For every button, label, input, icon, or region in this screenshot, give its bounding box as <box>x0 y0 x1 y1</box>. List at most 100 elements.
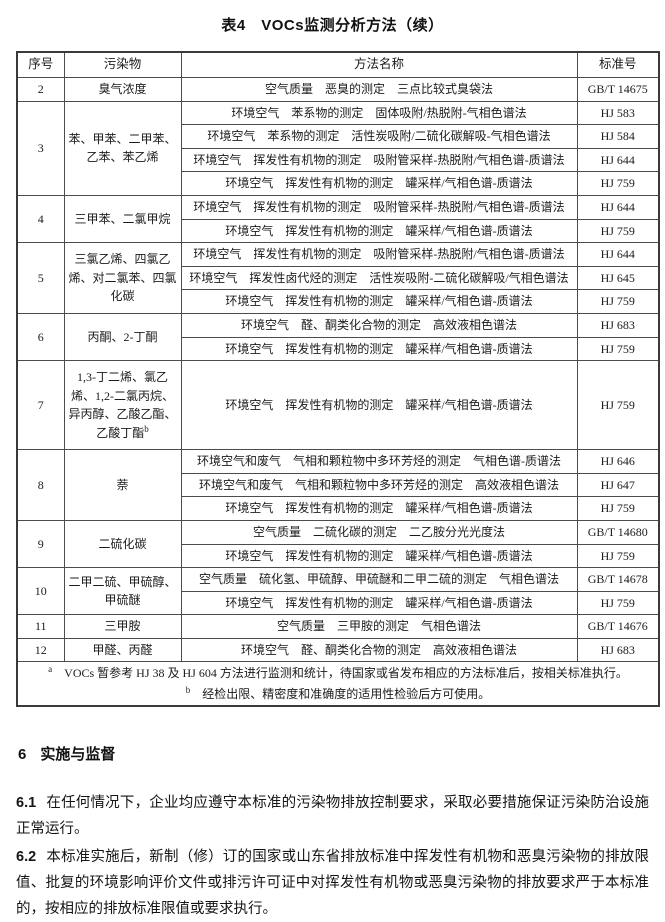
method-name-cell: 环境空气 挥发性有机物的测定 罐采样/气相色谱-质谱法 <box>180 543 578 569</box>
standard-no-cell: HJ 647 <box>576 472 660 498</box>
table-row: 5 三氯乙烯、四氯乙烯、对二氯苯、四氯化碳 环境空气 挥发性有机物的测定 吸附管采样… <box>16 242 660 314</box>
section-heading: 6 实施与监督 <box>18 743 665 764</box>
clause-6-2-text: 本标准实施后，新制（修）订的国家或山东省排放标准中挥发性有机物和恶臭污染物的排放… <box>16 849 649 918</box>
footnote-b-text: 经检出限、精密度和准确度的适用性检验后方可使用。 <box>202 687 491 702</box>
row-seq-no-cell: 2 <box>16 77 65 102</box>
table-row: 环境空气 挥发性有机物的测定 罐采样/气相色谱-质谱法 HJ 759 <box>17 171 660 196</box>
pollutant-cell: 三氯乙烯、四氯乙烯、对二氯苯、四氯化碳 <box>63 242 182 314</box>
table-row: 11 三甲胺 空气质量 三甲胺的测定 气相色谱法 GB/T 14676 <box>16 614 660 639</box>
pollutant-cell: 苯、甲苯、二甲苯、乙苯、苯乙烯 <box>63 100 182 196</box>
method-name-cell: 环境空气和废气 气相和颗粒物中多环芳烃的测定 气相色谱-质谱法 <box>180 449 578 474</box>
table-row: 环境空气 挥发性有机物的测定 罐采样/气相色谱-质谱法 HJ 759 <box>17 496 660 521</box>
table-footnotes: a VOCs 暂参考 HJ 38 及 HJ 604 方法进行监测和统计，待国家或… <box>16 661 660 707</box>
table-row: 7 1,3-丁二烯、氯乙烯、1,2-二氯丙烷、异丙醇、乙酸乙酯、乙酸丁酯b 环境空气… <box>16 360 660 451</box>
header-pollutant: 污染物 <box>63 51 182 78</box>
table-row: 环境空气 苯系物的测定 活性炭吸附/二硫化碳解吸-气相色谱法 HJ 584 <box>17 124 660 149</box>
method-name-cell: 环境空气 挥发性有机物的测定 罐采样/气相色谱-质谱法 <box>180 171 578 196</box>
footnote-a-text: VOCs 暂参考 HJ 38 及 HJ 604 方法进行监测和统计，待国家或省发… <box>64 666 628 681</box>
standard-no-cell: HJ 759 <box>576 360 660 451</box>
method-name-cell: 环境空气 挥发性有机物的测定 吸附管采样-热脱附/气相色谱-质谱法 <box>180 147 578 173</box>
method-name-cell: 环境空气 挥发性有机物的测定 罐采样/气相色谱-质谱法 <box>180 289 578 314</box>
footnote-row: a VOCs 暂参考 HJ 38 及 HJ 604 方法进行监测和统计，待国家或… <box>16 661 660 707</box>
pollutant-cell: 臭气浓度 <box>63 77 182 102</box>
pollutant-footnote-marker: b <box>144 423 149 434</box>
method-name-cell: 环境空气 醛、酮类化合物的测定 高效液相色谱法 <box>180 637 578 663</box>
table-header-row: 序号 污染物 方法名称 标准号 <box>16 51 660 78</box>
table-header: 序号 污染物 方法名称 标准号 <box>16 51 660 78</box>
pollutant-cell: 三甲胺 <box>63 614 182 639</box>
table-row: 9 二硫化碳 空气质量 二硫化碳的测定 二乙胺分光光度法 GB/T 14680 <box>16 519 660 569</box>
method-name-cell: 环境空气 挥发性有机物的测定 罐采样/气相色谱-质谱法 <box>180 218 578 244</box>
method-name-cell: 空气质量 硫化氢、甲硫醇、甲硫醚和二甲二硫的测定 气相色谱法 <box>180 567 578 592</box>
table-title: 表4 VOCs监测分析方法（续） <box>221 17 444 34</box>
table-row: 2 臭气浓度 空气质量 恶臭的测定 三点比较式臭袋法 GB/T 14675 <box>16 77 660 102</box>
method-name-cell: 空气质量 恶臭的测定 三点比较式臭袋法 <box>180 77 578 102</box>
method-name-cell: 环境空气 醛、酮类化合物的测定 高效液相色谱法 <box>180 312 578 338</box>
row-seq-no-cell: 5 <box>16 242 65 314</box>
standard-no-cell: GB/T 14678 <box>576 567 660 592</box>
row-seq-no-cell: 8 <box>16 449 65 521</box>
table-row: 4 三甲苯、二氯甲烷 环境空气 挥发性有机物的测定 吸附管采样-热脱附/气相色谱-质… <box>16 194 660 244</box>
standard-no-cell: HJ 644 <box>576 147 660 173</box>
row-seq-no-cell: 9 <box>16 519 65 569</box>
section-number: 6 <box>18 746 27 764</box>
clause-6-2-number: 6.2 <box>16 849 37 866</box>
pollutant-cell: 丙酮、2-丁酮 <box>63 312 182 362</box>
row-seq-no-cell: 3 <box>16 100 65 196</box>
standard-no-cell: HJ 683 <box>576 637 660 663</box>
standard-no-cell: HJ 759 <box>576 543 660 569</box>
header-standard-no: 标准号 <box>576 51 660 78</box>
method-name-cell: 环境空气 挥发性有机物的测定 吸附管采样-热脱附/气相色谱-质谱法 <box>180 242 578 267</box>
pollutant-cell: 萘 <box>63 449 182 521</box>
table-row: 3 苯、甲苯、二甲苯、乙苯、苯乙烯 环境空气 苯系物的测定 固体吸附/热脱附-气相色… <box>16 100 660 196</box>
pollutant-cell: 二硫化碳 <box>63 519 182 569</box>
table-row: 环境空气 挥发性卤代烃的测定 活性炭吸附-二硫化碳解吸/气相色谱法 HJ 645 <box>17 265 660 291</box>
standard-no-cell: HJ 759 <box>576 171 660 196</box>
table-row: 12 甲醛、丙醛 环境空气 醛、酮类化合物的测定 高效液相色谱法 HJ 683 <box>16 637 660 663</box>
clause-6-2: 6.2 本标准实施后，新制（修）订的国家或山东省排放标准中挥发性有机物和恶臭污染物… <box>16 844 649 922</box>
footnote-cell: a VOCs 暂参考 HJ 38 及 HJ 604 方法进行监测和统计，待国家或… <box>16 661 660 707</box>
standard-no-cell: HJ 644 <box>576 242 660 267</box>
row-seq-no-cell: 11 <box>16 614 65 639</box>
pollutant-cell: 三甲苯、二氯甲烷 <box>63 194 182 244</box>
footnote-a: a VOCs 暂参考 HJ 38 及 HJ 604 方法进行监测和统计，待国家或… <box>22 664 654 682</box>
header-seq-no: 序号 <box>16 51 65 78</box>
standard-no-cell: GB/T 14676 <box>576 614 660 639</box>
vocs-methods-table: 序号 污染物 方法名称 标准号 2 臭气浓度 空气质量 恶臭的测定 三点比较式臭袋法… <box>16 51 660 708</box>
pollutant-cell: 二甲二硫、甲硫醇、甲硫醚 <box>63 567 182 616</box>
row-seq-no-cell: 4 <box>16 194 65 244</box>
header-method-name: 方法名称 <box>180 51 578 78</box>
method-name-cell: 环境空气 挥发性有机物的测定 罐采样/气相色谱-质谱法 <box>180 496 578 521</box>
table-row: 环境空气 挥发性有机物的测定 罐采样/气相色谱-质谱法 HJ 759 <box>17 289 660 314</box>
table-row: 8 萘环境空气和废气 气相和颗粒物中多环芳烃的测定 气相色谱-质谱法 HJ 646 <box>16 449 660 521</box>
method-name-cell: 环境空气 挥发性有机物的测定 罐采样/气相色谱-质谱法 <box>180 590 578 616</box>
method-name-cell: 环境空气 挥发性卤代烃的测定 活性炭吸附-二硫化碳解吸/气相色谱法 <box>180 265 578 291</box>
standard-no-cell: HJ 759 <box>576 289 660 314</box>
footnote-b-marker: b <box>185 685 191 696</box>
standard-no-cell: HJ 583 <box>576 100 660 126</box>
standard-no-cell: HJ 584 <box>576 124 660 149</box>
standard-no-cell: GB/T 14675 <box>576 77 660 102</box>
standard-no-cell: HJ 646 <box>576 449 660 474</box>
standard-no-cell: HJ 759 <box>576 336 660 362</box>
method-name-cell: 空气质量 二硫化碳的测定 二乙胺分光光度法 <box>180 519 578 545</box>
method-name-cell: 环境空气 挥发性有机物的测定 罐采样/气相色谱-质谱法 <box>180 336 578 362</box>
pollutant-cell: 甲醛、丙醛 <box>63 637 182 663</box>
section-title: 实施与监督 <box>40 746 116 764</box>
table-row: 环境空气和废气 气相和颗粒物中多环芳烃的测定 高效液相色谱法 HJ 647 <box>17 472 660 498</box>
standard-no-cell: GB/T 14680 <box>576 519 660 545</box>
method-name-cell: 环境空气和废气 气相和颗粒物中多环芳烃的测定 高效液相色谱法 <box>180 472 578 498</box>
table-row: 6 丙酮、2-丁酮 环境空气 醛、酮类化合物的测定 高效液相色谱法 HJ 683 <box>16 312 660 362</box>
methods-table-body: 2 臭气浓度 空气质量 恶臭的测定 三点比较式臭袋法 GB/T 14675 3 苯、甲苯、… <box>16 77 660 663</box>
row-seq-no-cell: 6 <box>16 312 65 362</box>
row-seq-no-cell: 7 <box>16 360 65 451</box>
standard-no-cell: HJ 759 <box>576 496 660 521</box>
method-name-cell: 环境空气 苯系物的测定 活性炭吸附/二硫化碳解吸-气相色谱法 <box>180 124 578 149</box>
method-name-cell: 空气质量 三甲胺的测定 气相色谱法 <box>180 614 578 639</box>
document-page: 表4 VOCs监测分析方法（续） 序号 污染物 方法名称 标准号 2 臭气浓度 空气… <box>0 14 665 917</box>
clause-6-1-text: 在任何情况下，企业均应遵守本标准的污染物排放控制要求，采取必要措施保证污染防治设… <box>16 795 649 838</box>
row-seq-no-cell: 12 <box>16 637 65 663</box>
method-name-cell: 环境空气 挥发性有机物的测定 罐采样/气相色谱-质谱法 <box>180 360 578 451</box>
clause-6-1: 6.1 在任何情况下，企业均应遵守本标准的污染物排放控制要求，采取必要措施保证污染… <box>16 790 649 842</box>
method-name-cell: 环境空气 苯系物的测定 固体吸附/热脱附-气相色谱法 <box>180 100 578 126</box>
